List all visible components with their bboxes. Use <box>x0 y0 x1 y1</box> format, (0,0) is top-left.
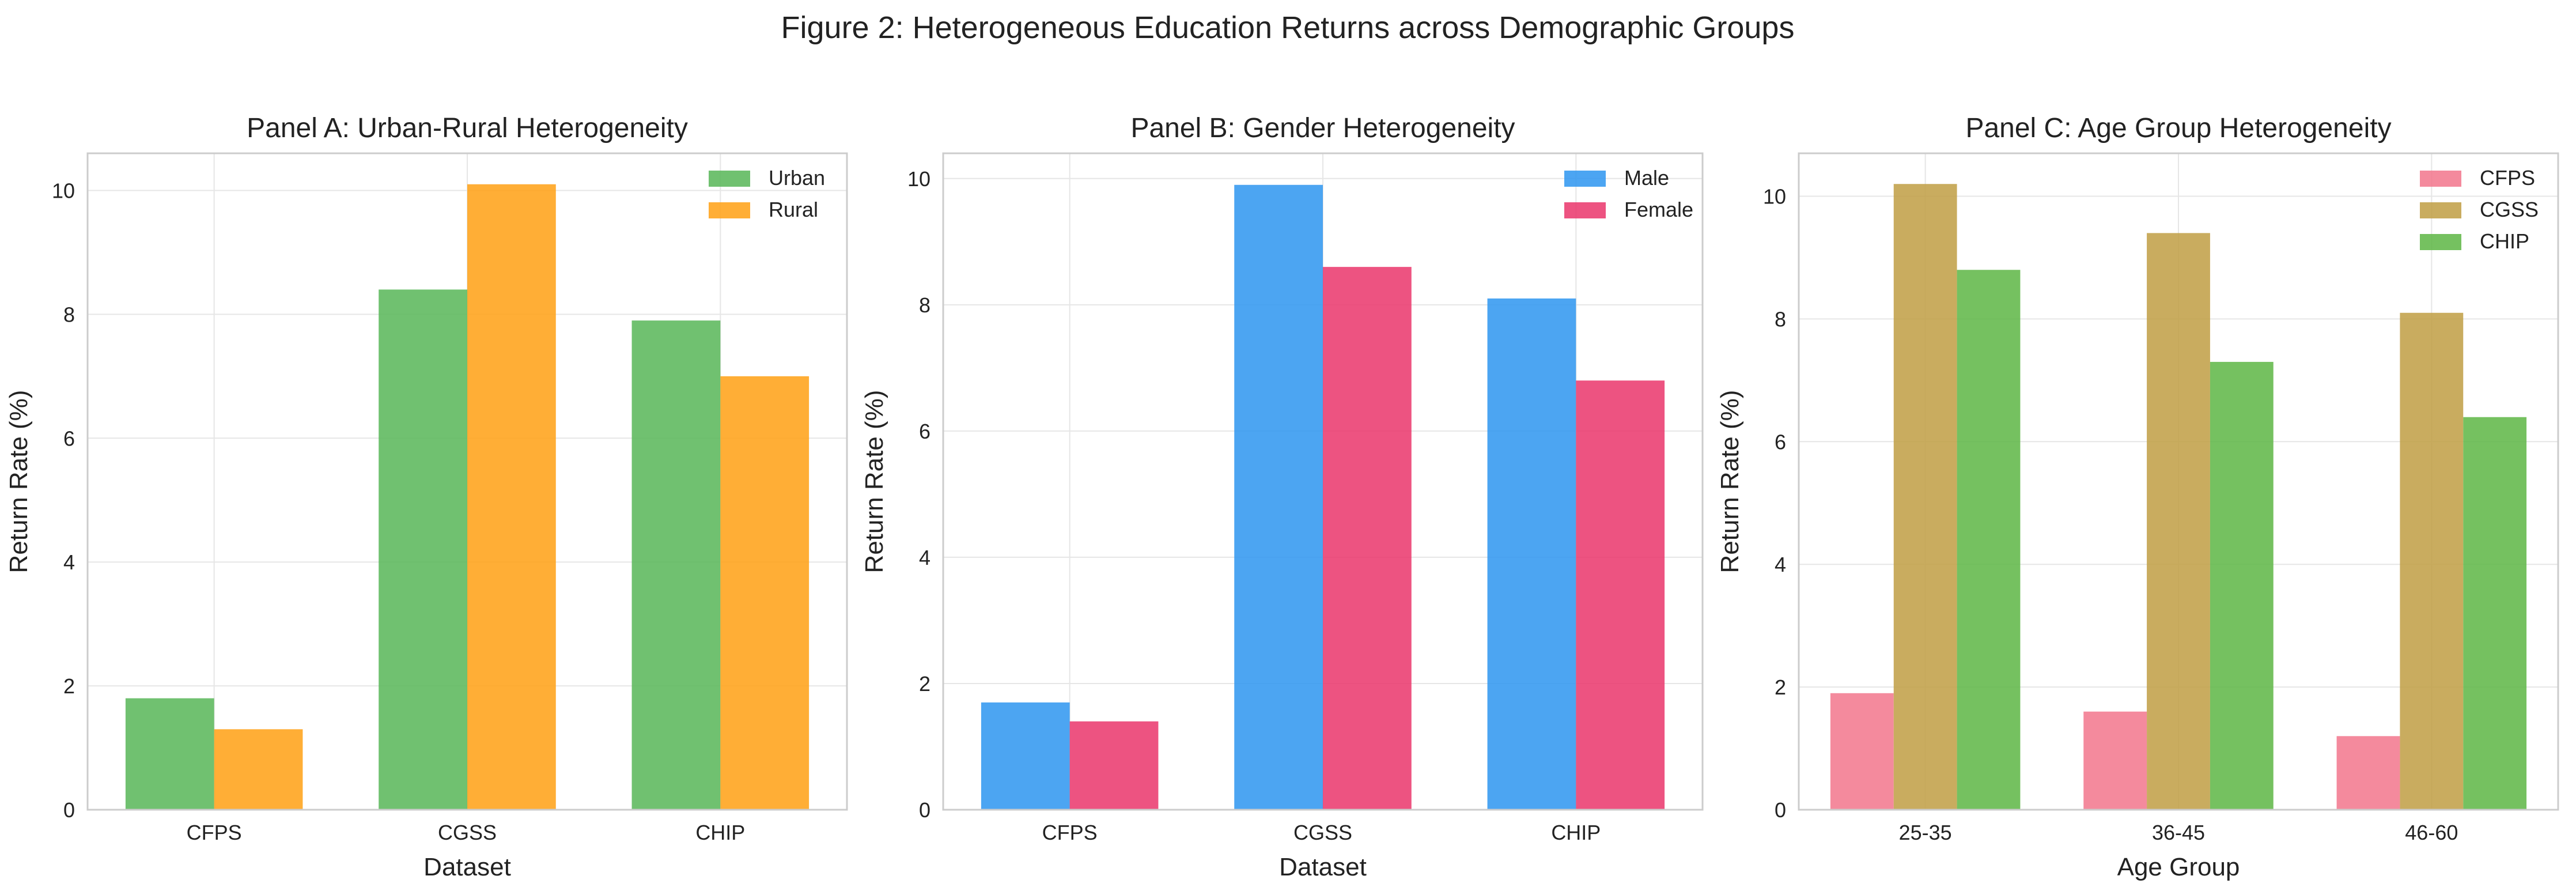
y-tick-label: 0 <box>63 798 75 822</box>
legend-label: CGSS <box>2480 198 2539 221</box>
bar <box>467 184 556 810</box>
panels: 0 2 4 6 8 10 CFPS CGSS CHIP Dataset Return Rate (%… <box>5 113 2559 881</box>
x-tick-label: 25-35 <box>1899 821 1952 844</box>
legend-label: CFPS <box>2480 166 2535 190</box>
y-tick-label: 6 <box>919 420 930 443</box>
bar <box>1893 184 1957 810</box>
bar <box>214 729 303 810</box>
figure-title: Figure 2: Heterogeneous Education Return… <box>781 10 1795 45</box>
bar <box>1487 298 1576 810</box>
y-tick-label: 8 <box>1775 307 1786 331</box>
legend-swatch <box>1564 171 1606 187</box>
y-axis-label: Return Rate (%) <box>1716 390 1744 573</box>
y-axis-label: Return Rate (%) <box>5 390 33 573</box>
chart-panel-2: 0 2 4 6 8 10 CFPS CGSS CHIP Dataset Return Rate (%… <box>860 113 1704 881</box>
bar <box>1323 267 1412 810</box>
y-tick-label: 2 <box>63 674 75 698</box>
y-tick-label: 10 <box>1763 185 1786 209</box>
y-tick-label: 6 <box>1775 430 1786 454</box>
chart-title: Panel A: Urban-Rural Heterogeneity <box>247 113 688 144</box>
legend-label: Urban <box>769 166 825 190</box>
bar <box>1234 184 1323 810</box>
chart-panel-3: 0 2 4 6 8 10 25-35 36-45 46-60 Age Group Return Ra… <box>1716 113 2559 881</box>
legend-swatch <box>2420 202 2461 218</box>
x-axis-label: Age Group <box>2117 853 2240 881</box>
y-axis-label: Return Rate (%) <box>860 390 888 573</box>
y-tick-label: 0 <box>919 798 930 822</box>
y-tick-label: 6 <box>63 426 75 450</box>
bar <box>2083 711 2147 810</box>
legend-label: Male <box>1624 166 1669 190</box>
x-axis-label: Dataset <box>1279 853 1367 881</box>
plot-frame <box>1798 152 2559 811</box>
y-tick-label: 4 <box>1775 553 1786 576</box>
y-tick-label: 8 <box>919 293 930 317</box>
bar <box>631 320 721 810</box>
bar <box>981 702 1070 810</box>
y-tick-label: 4 <box>63 550 75 574</box>
chart-panel-1: 0 2 4 6 8 10 CFPS CGSS CHIP Dataset Return Rate (%… <box>5 113 848 881</box>
x-tick-label: CGSS <box>1293 821 1352 844</box>
y-tick-label: 8 <box>63 303 75 326</box>
bar <box>379 289 467 810</box>
y-tick-label: 2 <box>919 672 930 696</box>
x-tick-label: CGSS <box>438 821 497 844</box>
bar <box>720 376 810 810</box>
x-tick-label: CFPS <box>1042 821 1098 844</box>
x-tick-label: 46-60 <box>2405 821 2458 844</box>
plot-frame <box>86 152 848 811</box>
bar <box>2147 233 2210 810</box>
legend-label: Rural <box>769 198 818 221</box>
x-axis-label: Dataset <box>423 853 511 881</box>
bar <box>125 698 214 810</box>
x-tick-label: CFPS <box>187 821 242 844</box>
y-tick-label: 2 <box>1775 675 1786 699</box>
bar <box>2210 361 2274 810</box>
y-tick-label: 10 <box>907 167 930 191</box>
x-tick-label: CHIP <box>1551 821 1601 844</box>
legend-swatch <box>2420 171 2461 187</box>
bar <box>2400 312 2464 810</box>
plot-frame <box>942 152 1704 811</box>
legend-swatch <box>1564 202 1606 218</box>
chart-title: Panel B: Gender Heterogeneity <box>1130 113 1515 144</box>
legend-swatch <box>709 171 750 187</box>
legend-label: Female <box>1624 198 1693 221</box>
x-tick-label: CHIP <box>695 821 745 844</box>
y-tick-label: 0 <box>1775 798 1786 822</box>
bar <box>2336 736 2400 810</box>
bar <box>1069 721 1159 810</box>
bar <box>2463 417 2527 810</box>
chart-title: Panel C: Age Group Heterogeneity <box>1965 113 2391 144</box>
bar <box>1576 380 1665 810</box>
bar <box>1830 693 1894 810</box>
bar <box>1957 270 2021 810</box>
legend-swatch <box>709 202 750 218</box>
x-tick-label: 36-45 <box>2152 821 2205 844</box>
legend-swatch <box>2420 234 2461 250</box>
y-tick-label: 10 <box>52 179 75 202</box>
y-tick-label: 4 <box>919 546 930 569</box>
legend-label: CHIP <box>2480 229 2529 253</box>
